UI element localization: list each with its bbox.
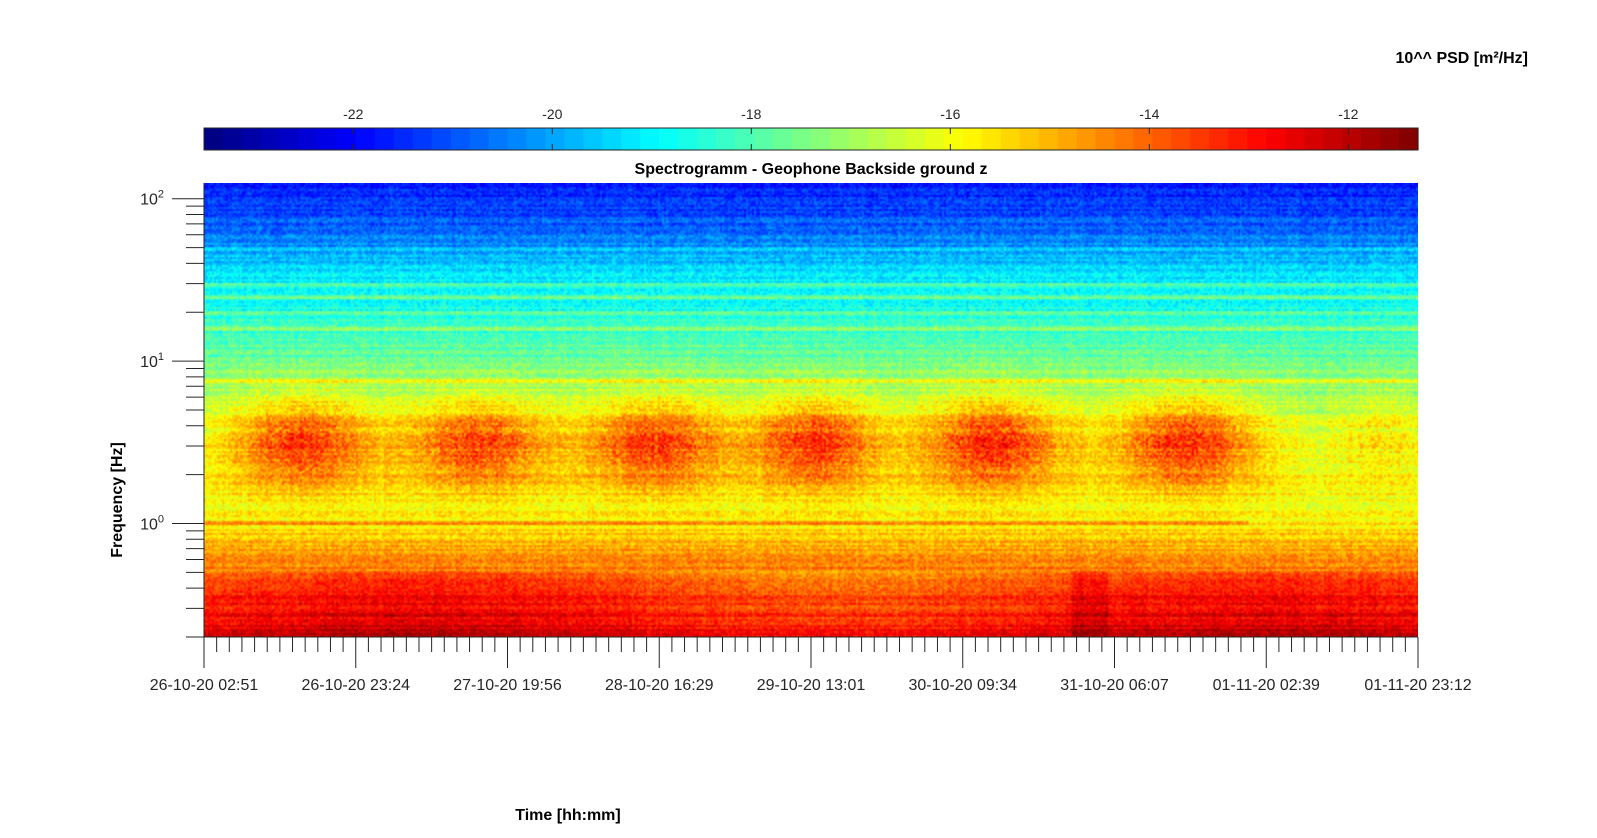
- colorbar-level: [1266, 128, 1286, 150]
- colorbar-level: [829, 128, 850, 150]
- colorbar-level: [545, 128, 566, 150]
- x-tick-label: 26-10-20 23:24: [301, 677, 410, 694]
- colorbar-level: [1171, 128, 1191, 150]
- colorbar-level: [241, 128, 262, 150]
- colorbar-level: [1114, 128, 1135, 150]
- x-axis-label: Time [hh:mm]: [515, 807, 620, 824]
- colorbar-label: 10^^ PSD [m²/Hz]: [1396, 50, 1528, 67]
- colorbar-level: [279, 128, 300, 150]
- chart-title: Spectrogramm - Geophone Backside ground …: [635, 161, 988, 178]
- colorbar-level: [431, 128, 452, 150]
- colorbar-level: [488, 128, 509, 150]
- colorbar-level: [678, 128, 698, 150]
- colorbar-level: [222, 128, 243, 150]
- colorbar-level: [792, 128, 812, 150]
- colorbar-level: [317, 128, 338, 150]
- colorbar-level: [1247, 128, 1267, 150]
- colorbar-level: [1380, 128, 1400, 150]
- colorbar-frame: [203, 127, 1419, 151]
- y-tick-label: 101: [140, 351, 164, 371]
- spectrogram-heatmap: [204, 183, 1418, 637]
- y-ticks: 100 101 102: [140, 189, 204, 638]
- colorbar-level: [659, 128, 679, 150]
- colorbar-tick-label: -14: [1139, 106, 1159, 122]
- colorbar-gradient: [204, 128, 1419, 150]
- x-tick-label: 30-10-20 09:34: [908, 677, 1017, 694]
- colorbar-tick-label: -12: [1338, 106, 1358, 122]
- colorbar-ticks: -22 -20 -18 -16 -14 -12: [343, 106, 1359, 150]
- x-tick-label: 27-10-20 19:56: [453, 677, 562, 694]
- colorbar-level: [1076, 128, 1097, 150]
- colorbar-level: [754, 128, 774, 150]
- x-tick-label: 28-10-20 16:29: [605, 677, 714, 694]
- colorbar-level: [602, 128, 622, 150]
- colorbar-level: [564, 128, 584, 150]
- colorbar-level: [1285, 128, 1305, 150]
- colorbar-level: [1019, 128, 1040, 150]
- colorbar-level: [507, 128, 528, 150]
- colorbar-level: [886, 128, 907, 150]
- y-axis: 100 101 102 Frequency [Hz]: [109, 183, 205, 638]
- colorbar: 10^^ PSD [m²/Hz] -22 -20 -18 -16 -14 -12: [203, 50, 1528, 151]
- colorbar-tick-label: -16: [940, 106, 960, 122]
- x-tick-label: 26-10-20 02:51: [150, 677, 259, 694]
- colorbar-tick-label: -18: [741, 106, 761, 122]
- colorbar-level: [336, 128, 357, 150]
- colorbar-level: [1152, 128, 1173, 150]
- colorbar-level: [469, 128, 490, 150]
- colorbar-level: [773, 128, 793, 150]
- x-tick-label: 31-10-20 06:07: [1060, 677, 1169, 694]
- colorbar-level: [1228, 128, 1248, 150]
- colorbar-level: [204, 128, 224, 150]
- colorbar-level: [1095, 128, 1116, 150]
- colorbar-level: [905, 128, 926, 150]
- colorbar-level: [867, 128, 888, 150]
- colorbar-level: [621, 128, 641, 150]
- colorbar-level: [1209, 128, 1229, 150]
- colorbar-tick-label: -20: [542, 106, 562, 122]
- x-ticks: 26-10-20 02:51 26-10-20 23:24 27-10-20 19:…: [150, 637, 1472, 694]
- x-tick-label: 01-11-20 23:12: [1364, 677, 1471, 694]
- colorbar-level: [393, 128, 414, 150]
- x-axis: 26-10-20 02:51 26-10-20 23:24 27-10-20 19:…: [150, 636, 1472, 824]
- colorbar-level: [811, 128, 831, 150]
- colorbar-level: [848, 128, 869, 150]
- colorbar-level: [1190, 128, 1210, 150]
- colorbar-level: [298, 128, 319, 150]
- colorbar-level: [735, 128, 755, 150]
- colorbar-level: [260, 128, 281, 150]
- colorbar-level: [450, 128, 471, 150]
- colorbar-level: [1133, 128, 1154, 150]
- colorbar-level: [1038, 128, 1059, 150]
- colorbar-level: [716, 128, 736, 150]
- colorbar-tick-label: -22: [343, 106, 363, 122]
- x-tick-label: 29-10-20 13:01: [757, 677, 866, 694]
- colorbar-level: [1342, 128, 1362, 150]
- colorbar-level: [943, 128, 964, 150]
- colorbar-level: [1057, 128, 1078, 150]
- colorbar-level: [1399, 128, 1419, 150]
- colorbar-level: [1000, 128, 1021, 150]
- colorbar-level: [924, 128, 945, 150]
- colorbar-level: [697, 128, 717, 150]
- colorbar-level: [355, 128, 376, 150]
- colorbar-level: [981, 128, 1002, 150]
- colorbar-level: [412, 128, 433, 150]
- y-axis-label: Frequency [Hz]: [109, 442, 126, 558]
- colorbar-level: [1304, 128, 1324, 150]
- colorbar-level: [583, 128, 603, 150]
- colorbar-level: [640, 128, 660, 150]
- y-tick-label: 102: [140, 189, 164, 209]
- colorbar-level: [1323, 128, 1343, 150]
- y-tick-label: 100: [140, 514, 164, 534]
- colorbar-level: [1361, 128, 1381, 150]
- colorbar-level: [374, 128, 395, 150]
- x-tick-label: 01-11-20 02:39: [1213, 677, 1320, 694]
- colorbar-level: [962, 128, 983, 150]
- colorbar-level: [526, 128, 547, 150]
